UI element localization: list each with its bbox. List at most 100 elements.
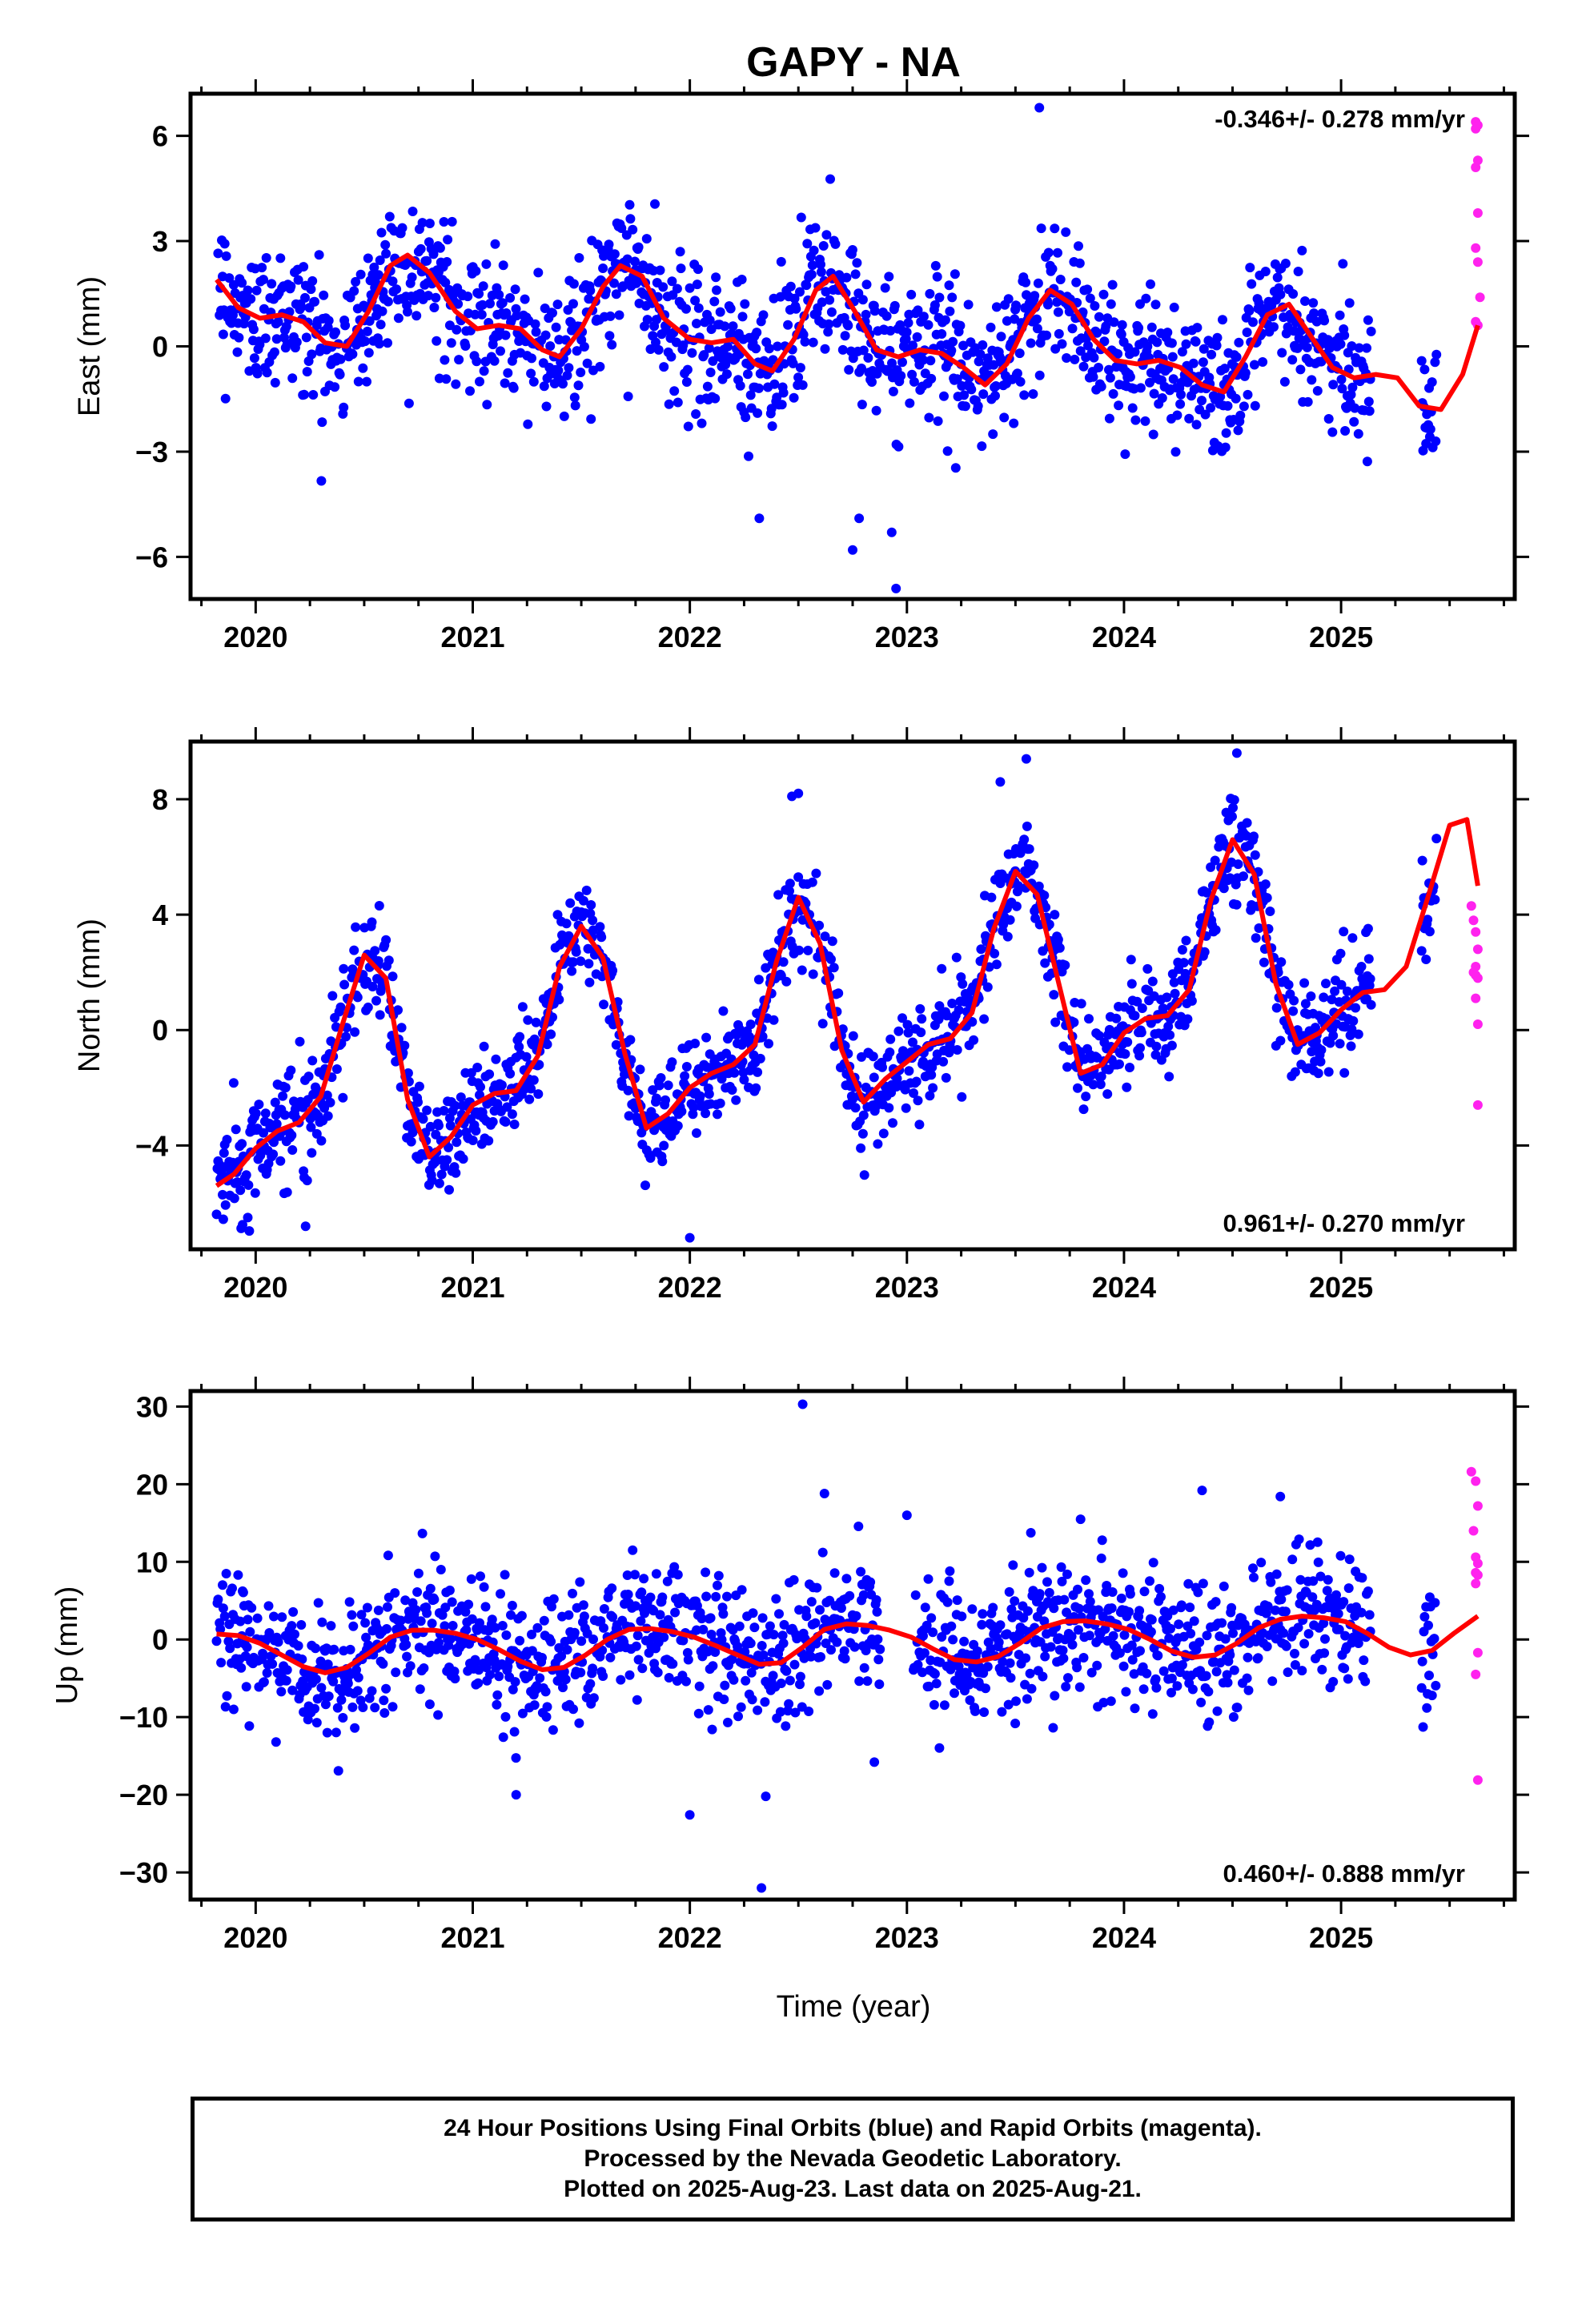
north-final-point <box>1321 979 1331 989</box>
east-final-point <box>451 379 461 389</box>
up-y-tick-label: 10 <box>136 1546 168 1578</box>
north-final-point <box>731 1095 741 1105</box>
up-final-point <box>225 1643 235 1654</box>
footer-line-1: 24 Hour Positions Using Final Orbits (bl… <box>444 2115 1262 2141</box>
north-final-point <box>363 1002 373 1012</box>
up-final-point <box>1253 1653 1263 1663</box>
east-final-point <box>1338 259 1348 269</box>
north-final-point <box>254 1100 264 1110</box>
east-final-point <box>1258 357 1268 367</box>
east-final-point <box>403 307 412 317</box>
up-final-point <box>729 1675 739 1685</box>
up-final-point <box>697 1614 707 1624</box>
up-final-point <box>815 1605 825 1615</box>
up-final-point <box>236 1663 247 1673</box>
east-final-point <box>1416 356 1427 366</box>
north-final-point <box>1114 1059 1124 1069</box>
up-final-point <box>1283 1667 1293 1678</box>
east-final-point <box>1168 374 1178 384</box>
up-final-point <box>1419 1611 1430 1622</box>
up-final-point <box>247 1602 257 1613</box>
east-final-point <box>1212 332 1223 343</box>
north-final-point <box>472 1063 483 1072</box>
north-rapid-point <box>1471 993 1481 1003</box>
north-final-point <box>576 956 586 967</box>
north-final-point <box>1186 995 1197 1006</box>
east-final-point <box>737 275 747 284</box>
east-final-point <box>1344 298 1355 308</box>
up-final-point <box>1010 1596 1020 1606</box>
up-final-point <box>1150 1674 1161 1684</box>
east-final-point <box>926 356 936 366</box>
north-final-point-outlier <box>793 788 804 798</box>
east-final-point <box>1277 348 1287 358</box>
up-final-point <box>733 1711 743 1722</box>
north-final-point <box>1225 873 1235 883</box>
north-final-point <box>1319 992 1329 1003</box>
east-final-point <box>474 288 484 299</box>
up-final-point <box>1243 1652 1253 1663</box>
east-rapid-orbits-points <box>1471 117 1485 331</box>
east-final-point <box>1130 415 1141 425</box>
up-final-point <box>464 1599 474 1610</box>
east-final-point <box>1094 363 1103 372</box>
east-final-point <box>888 386 898 396</box>
east-final-point <box>307 349 317 360</box>
east-final-point <box>702 381 713 392</box>
up-final-point <box>338 1713 348 1723</box>
up-final-point <box>1074 1682 1085 1692</box>
north-final-point <box>243 1180 254 1190</box>
east-final-point <box>685 283 695 293</box>
east-final-point <box>306 284 316 295</box>
up-final-point <box>829 1568 840 1578</box>
north-final-point <box>338 1092 348 1103</box>
up-final-point <box>381 1683 391 1694</box>
up-final-point <box>332 1703 343 1713</box>
east-final-point <box>314 250 324 260</box>
north-final-point <box>908 1037 917 1047</box>
east-final-point <box>1057 339 1067 349</box>
east-final-point <box>802 239 813 249</box>
up-final-point <box>1212 1706 1223 1716</box>
north-final-point <box>1363 923 1373 934</box>
up-final-point <box>416 1616 426 1626</box>
east-final-point <box>1042 330 1052 340</box>
north-final-point <box>237 1139 247 1149</box>
east-final-point <box>1012 368 1022 379</box>
north-final-point <box>785 879 795 889</box>
north-final-point <box>241 1170 251 1180</box>
up-final-point <box>501 1630 512 1640</box>
up-final-point <box>450 1674 460 1684</box>
north-final-point <box>623 1085 633 1096</box>
east-final-point <box>1293 267 1303 276</box>
east-final-point <box>1427 377 1437 388</box>
up-final-point <box>310 1703 319 1714</box>
north-final-point <box>458 1154 468 1164</box>
east-final-point <box>667 276 677 287</box>
up-final-point <box>1211 1597 1221 1607</box>
up-final-point <box>434 1638 444 1648</box>
north-final-point <box>811 868 821 879</box>
east-final-point <box>1054 328 1064 339</box>
up-final-point <box>1067 1639 1078 1650</box>
up-final-point <box>241 1682 251 1692</box>
east-final-point <box>728 321 738 332</box>
east-final-point <box>861 279 872 290</box>
east-final-point <box>1233 425 1243 436</box>
up-final-point <box>639 1574 649 1584</box>
east-final-point <box>349 286 359 296</box>
east-final-point <box>1047 263 1058 274</box>
up-final-point <box>655 1610 665 1620</box>
north-final-point <box>1227 811 1237 822</box>
east-final-point <box>1078 361 1089 372</box>
north-final-point <box>837 1024 848 1035</box>
up-final-point <box>556 1651 567 1661</box>
north-final-point <box>727 1085 737 1095</box>
up-final-point <box>1276 1594 1287 1605</box>
east-final-point <box>335 369 345 380</box>
north-final-point <box>595 922 605 932</box>
north-final-point <box>1158 1003 1168 1014</box>
east-final-point <box>1177 347 1187 357</box>
east-final-point <box>308 390 319 400</box>
north-y-tick-label: 8 <box>152 783 168 816</box>
